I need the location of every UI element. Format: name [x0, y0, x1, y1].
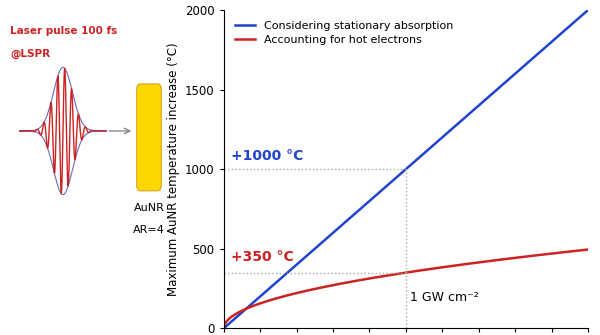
- Text: 1 GW cm⁻²: 1 GW cm⁻²: [410, 291, 478, 304]
- Text: AR=4: AR=4: [133, 225, 165, 235]
- Considering stationary absorption: [417, 154, 424, 158]
- Line: Considering stationary absorption: Considering stationary absorption: [224, 10, 588, 328]
- Accounting for hot electrons: [575, 249, 583, 253]
- Considering stationary absorption: [395, 173, 403, 177]
- Text: @LSPR: @LSPR: [10, 48, 50, 59]
- Accounting for hot electrons: [437, 266, 444, 270]
- Text: +350 °C: +350 °C: [231, 251, 294, 264]
- Accounting for hot electrons: [417, 268, 424, 272]
- Y-axis label: Maximum AuNR temperature increase (°C): Maximum AuNR temperature increase (°C): [167, 42, 179, 296]
- Text: Laser pulse 100 fs: Laser pulse 100 fs: [10, 26, 118, 36]
- Line: Accounting for hot electrons: Accounting for hot electrons: [224, 250, 588, 328]
- Accounting for hot electrons: [393, 272, 400, 276]
- Text: +1000 °C: +1000 °C: [231, 149, 304, 162]
- Accounting for hot electrons: [519, 255, 526, 259]
- Considering stationary absorption: [575, 16, 583, 20]
- Considering stationary absorption: [584, 8, 592, 12]
- FancyBboxPatch shape: [137, 84, 161, 191]
- Considering stationary absorption: [437, 137, 444, 141]
- Text: AuNR: AuNR: [134, 203, 164, 213]
- Accounting for hot electrons: [395, 272, 403, 276]
- Considering stationary absorption: [519, 65, 526, 69]
- Accounting for hot electrons: [584, 248, 592, 252]
- Legend: Considering stationary absorption, Accounting for hot electrons: Considering stationary absorption, Accou…: [229, 16, 458, 50]
- Accounting for hot electrons: [220, 326, 227, 330]
- Considering stationary absorption: [220, 326, 227, 330]
- Considering stationary absorption: [393, 175, 400, 179]
